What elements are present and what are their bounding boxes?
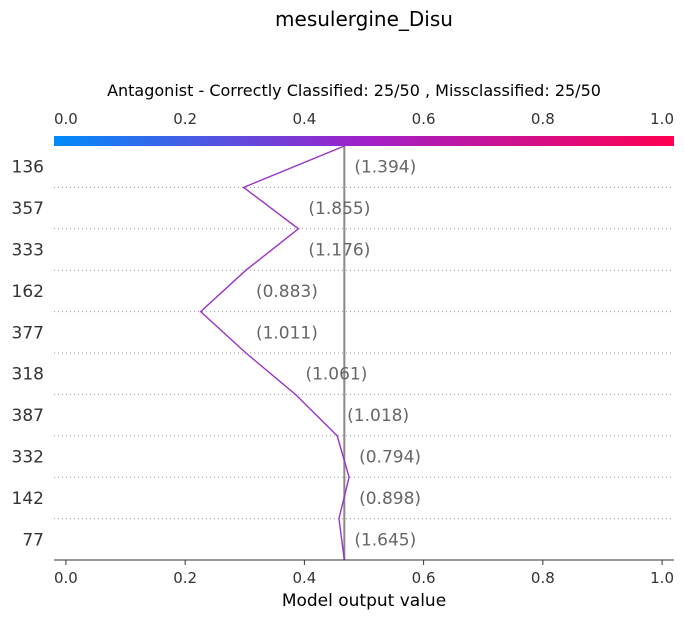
row-value-label: (0.883) [256,282,318,302]
row-label: 77 [22,530,44,550]
row-label: 318 [12,365,44,385]
bottom-axis: 0.0 0.2 0.4 0.6 0.8 1.0 [54,560,674,587]
row-value-label: (1.645) [354,530,416,550]
bottom-tick-label: 0.4 [292,569,316,587]
decision-path [199,145,350,561]
row-value-label: (1.394) [354,158,416,178]
chart-subtitle: Antagonist - Correctly Classified: 25/50… [107,81,601,100]
bottom-tick-label: 0.0 [54,569,78,587]
bottom-tick-label: 0.2 [173,569,197,587]
row-value-label: (0.794) [359,448,421,468]
bottom-tick-label: 0.6 [412,569,436,587]
bottom-tick-label: 1.0 [650,569,674,587]
top-tick-label: 0.0 [54,110,78,128]
row-label: 332 [12,448,44,468]
row-label: 333 [12,241,44,261]
row-label: 387 [12,406,44,426]
row-label: 136 [12,158,44,178]
row-value-label: (1.176) [308,241,370,261]
top-tick-label: 0.8 [531,110,555,128]
row-label: 162 [12,282,44,302]
top-tick-label: 0.2 [173,110,197,128]
row-value-label: (1.061) [305,365,367,385]
row-labels: 136 357 333 162 377 318 387 332 142 77 [12,158,44,551]
top-tick-label: 0.4 [292,110,316,128]
row-value-label: (1.855) [308,199,370,219]
row-value-label: (1.011) [256,323,318,343]
row-label: 142 [12,489,44,509]
row-label: 377 [12,323,44,343]
colorbar [54,136,674,146]
bottom-tick-label: 0.8 [531,569,555,587]
top-tick-label: 1.0 [650,110,674,128]
value-labels: (1.394) (1.855) (1.176) (0.883) (1.011) (1.06… [256,158,421,551]
top-axis: 0.0 0.2 0.4 0.6 0.8 1.0 [54,110,674,128]
chart-title: mesulergine_Disu [275,7,453,31]
row-gridlines [54,186,674,520]
row-value-label: (0.898) [359,489,421,509]
top-tick-label: 0.6 [412,110,436,128]
row-label: 357 [12,199,44,219]
row-value-label: (1.018) [347,406,409,426]
x-axis-label: Model output value [282,591,446,611]
